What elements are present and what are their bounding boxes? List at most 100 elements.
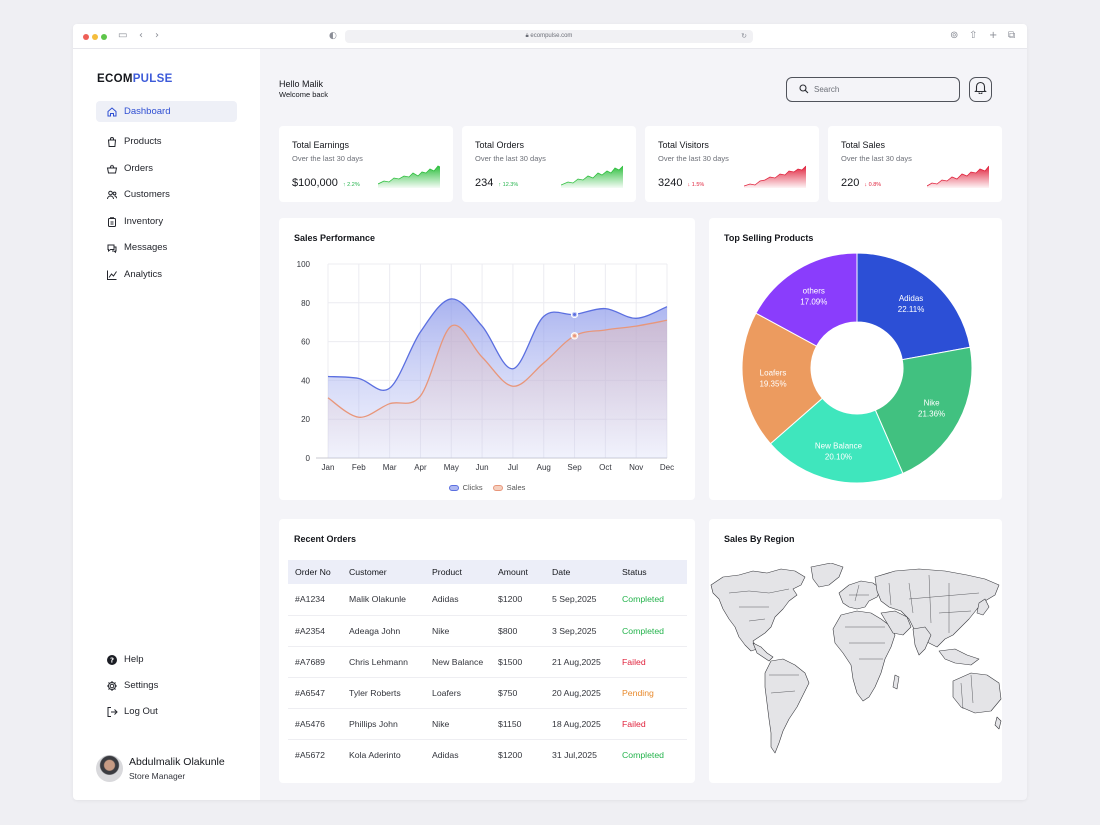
sidebar-toggle-icon[interactable]: ▭ xyxy=(118,30,128,41)
column-header-product[interactable]: Product xyxy=(425,560,491,584)
back-icon[interactable]: ‹ xyxy=(139,30,143,41)
cell-customer: Malik Olakunle xyxy=(342,584,425,616)
notifications-button[interactable] xyxy=(969,77,992,102)
bag-icon xyxy=(106,136,118,148)
home-icon xyxy=(106,106,118,118)
shield-icon[interactable]: ◐ xyxy=(329,31,337,41)
stat-card-earnings[interactable]: Total Earnings Over the last 30 days $10… xyxy=(279,126,453,202)
cell-customer: Tyler Roberts xyxy=(342,677,425,709)
nav-item-settings[interactable]: Settings xyxy=(96,675,237,696)
panel-title: Recent Orders xyxy=(294,534,357,544)
share-icon[interactable]: ⇧ xyxy=(969,30,978,41)
stat-card-orders[interactable]: Total Orders Over the last 30 days 234 ↑ … xyxy=(462,126,636,202)
column-header-customer[interactable]: Customer xyxy=(342,560,425,584)
status-badge: Failed xyxy=(615,708,687,740)
cell-customer: Adeaga John xyxy=(342,615,425,647)
nav-item-logout[interactable]: Log Out xyxy=(96,701,237,722)
legend-item-clicks[interactable]: Clicks xyxy=(448,483,483,492)
pie-slice-adidas[interactable] xyxy=(856,252,971,361)
stat-period: Over the last 30 days xyxy=(475,154,546,163)
nav-label: Settings xyxy=(124,680,159,691)
nav-item-analytics[interactable]: Analytics xyxy=(96,264,237,285)
stat-card-visitors[interactable]: Total Visitors Over the last 30 days 324… xyxy=(645,126,819,202)
data-point-core xyxy=(573,312,577,316)
user-profile[interactable]: Abdulmalik Olakunle Store Manager xyxy=(96,755,225,782)
x-tick-label: May xyxy=(444,463,459,472)
tabs-overview-icon[interactable]: ⧉ xyxy=(1008,30,1016,41)
download-icon[interactable]: ⊚ xyxy=(950,30,959,41)
nav-item-products[interactable]: Products xyxy=(96,131,237,152)
table-row[interactable]: #A5476 Phillips John Nike $1150 18 Aug,2… xyxy=(288,708,687,740)
stat-card-sales[interactable]: Total Sales Over the last 30 days 220 ↓ 0… xyxy=(828,126,1002,202)
forward-icon[interactable]: › xyxy=(155,30,159,41)
x-tick-label: Nov xyxy=(629,463,643,472)
search-box[interactable] xyxy=(786,77,960,102)
pie-slice-others[interactable] xyxy=(755,252,858,347)
stat-period: Over the last 30 days xyxy=(841,154,912,163)
sparkline xyxy=(927,165,989,188)
map-region-greenland xyxy=(810,563,844,588)
nav-item-messages[interactable]: Messages xyxy=(96,237,237,258)
orders-table: Order No Customer Product Amount Date St… xyxy=(288,560,687,770)
column-header-status[interactable]: Status xyxy=(615,560,687,584)
cell-amount: $800 xyxy=(491,615,545,647)
nav-item-orders[interactable]: Orders xyxy=(96,158,237,179)
reload-icon[interactable]: ↻ xyxy=(741,33,747,40)
maximize-window-button[interactable] xyxy=(101,34,107,40)
table-row[interactable]: #A1234 Malik Olakunle Adidas $1200 5 Sep… xyxy=(288,584,687,616)
table-row[interactable]: #A7689 Chris Lehmann New Balance $1500 2… xyxy=(288,646,687,678)
slice-label: Nike xyxy=(924,399,941,408)
search-input[interactable] xyxy=(814,85,954,94)
logout-icon xyxy=(106,706,118,718)
new-tab-icon[interactable]: + xyxy=(989,30,998,41)
nav-item-help[interactable]: ? Help xyxy=(96,649,237,670)
cell-order-no: #A2354 xyxy=(288,615,342,647)
table-row[interactable]: #A5672 Kola Aderinto Adidas $1200 31 Jul… xyxy=(288,739,687,770)
top-selling-donut-chart: Adidas 22.11% Nike 21.36% New Balance 20.10% L… xyxy=(741,252,973,484)
legend-item-sales[interactable]: Sales xyxy=(492,483,525,492)
pie-slice-new-balance[interactable] xyxy=(769,397,904,484)
cell-order-no: #A7689 xyxy=(288,646,342,678)
recent-orders-panel: Recent Orders Order No Customer Product … xyxy=(279,519,695,783)
map-region-india xyxy=(912,626,932,656)
x-tick-label: Sep xyxy=(567,463,582,472)
cell-product: Adidas xyxy=(425,584,491,616)
minimize-window-button[interactable] xyxy=(92,34,98,40)
nav-label: Dashboard xyxy=(124,106,171,117)
chat-icon xyxy=(106,242,118,254)
series-line-clicks[interactable] xyxy=(327,298,668,391)
slice-value-label: 22.11% xyxy=(898,305,925,314)
y-tick-label: 80 xyxy=(301,299,310,308)
world-map[interactable] xyxy=(709,563,1002,767)
address-bar[interactable]: 🔒︎ ecompulse.com ↻ xyxy=(345,30,753,43)
status-badge: Failed xyxy=(615,646,687,678)
y-tick-label: 100 xyxy=(297,260,311,269)
nav-item-customers[interactable]: Customers xyxy=(96,184,237,205)
sparkline xyxy=(561,165,623,188)
column-header-amount[interactable]: Amount xyxy=(491,560,545,584)
map-region-north-america xyxy=(710,568,806,652)
y-tick-label: 60 xyxy=(301,338,310,347)
column-header-date[interactable]: Date xyxy=(545,560,615,584)
legend-swatch-icon xyxy=(492,484,503,491)
nav-label: Products xyxy=(124,136,162,147)
table-row[interactable]: #A2354 Adeaga John Nike $800 3 Sep,2025 … xyxy=(288,615,687,647)
x-tick-label: Dec xyxy=(660,463,674,472)
y-tick-label: 40 xyxy=(301,376,310,385)
table-row[interactable]: #A6547 Tyler Roberts Loafers $750 20 Aug… xyxy=(288,677,687,709)
nav-item-inventory[interactable]: Inventory xyxy=(96,211,237,232)
column-header-order-no[interactable]: Order No xyxy=(288,560,342,584)
close-window-button[interactable] xyxy=(83,34,89,40)
clipboard-icon xyxy=(106,216,118,228)
nav-item-dashboard[interactable]: Dashboard xyxy=(96,101,237,122)
slice-value-label: 21.36% xyxy=(918,410,945,419)
pie-slice-nike[interactable] xyxy=(874,346,973,475)
greeting: Hello Malik xyxy=(279,79,324,89)
series-line-sales[interactable] xyxy=(327,319,668,418)
chart-line-icon xyxy=(106,269,118,281)
url-text: ecompulse.com xyxy=(530,33,573,39)
cell-customer: Chris Lehmann xyxy=(342,646,425,678)
pie-slice-loafers[interactable] xyxy=(741,312,824,445)
sparkline xyxy=(378,165,440,188)
data-point-core xyxy=(573,334,577,338)
